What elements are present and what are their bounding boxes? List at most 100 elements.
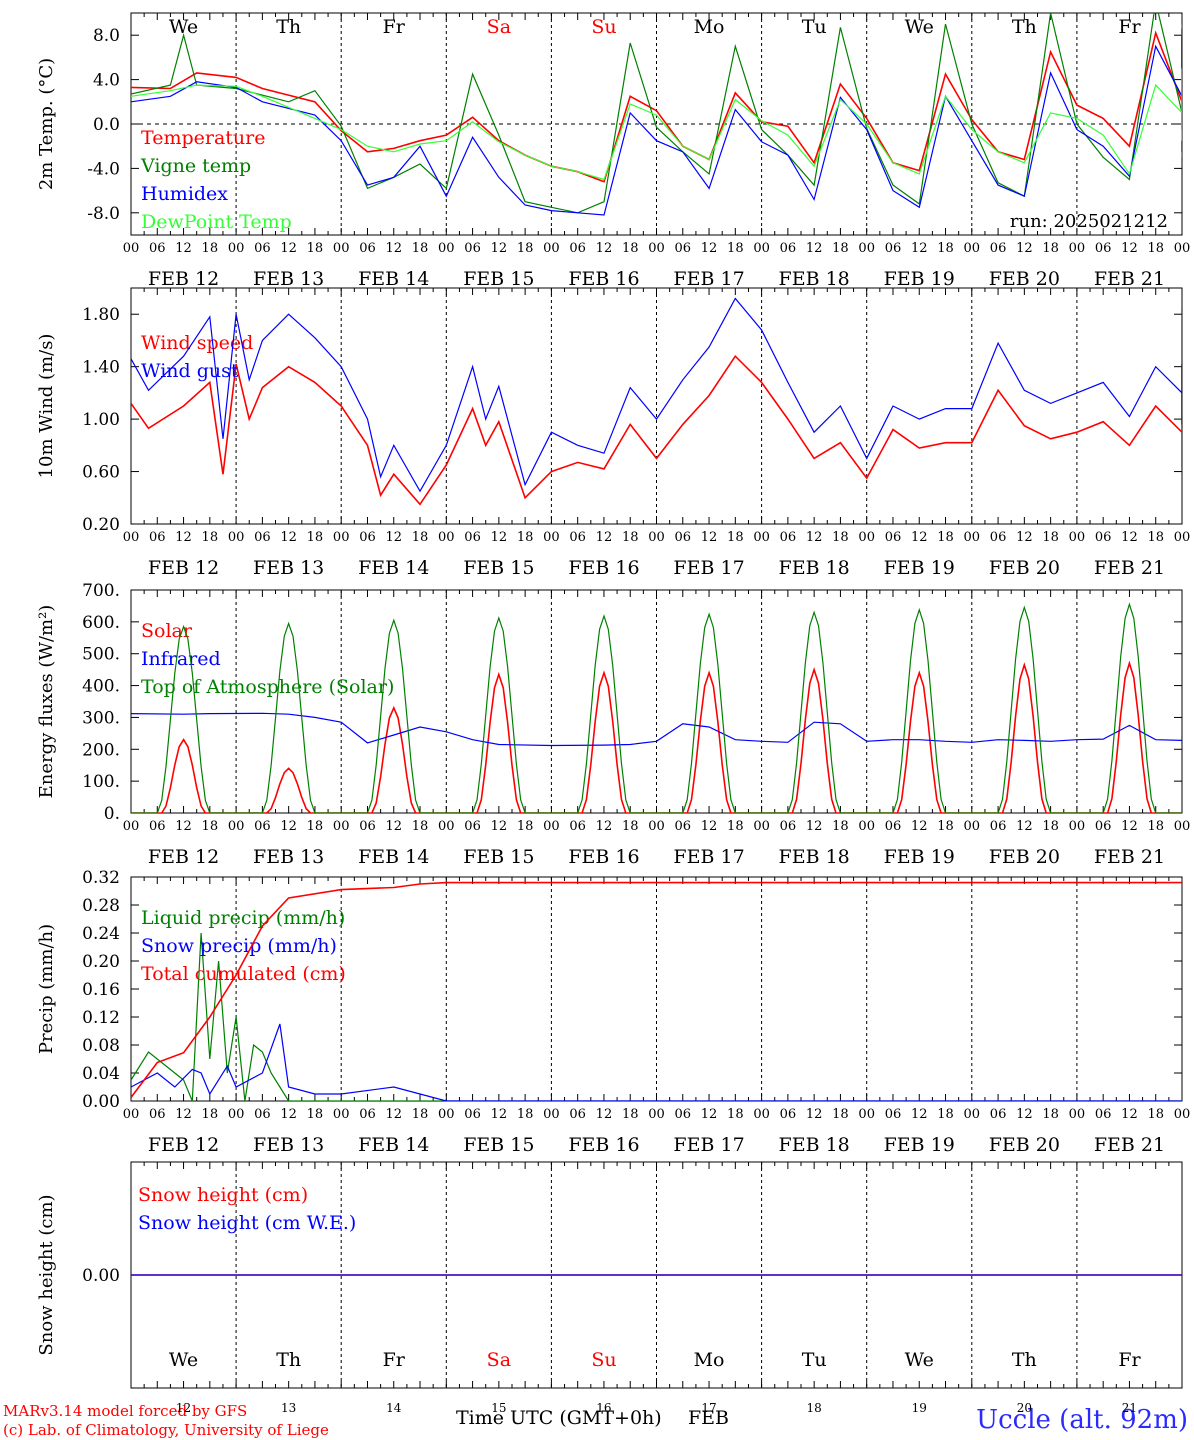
- hour-tick-label: 00: [438, 241, 455, 256]
- hour-tick-label: 00: [858, 530, 875, 545]
- day-name: Sa: [487, 16, 511, 38]
- hour-tick-label: 12: [911, 530, 928, 545]
- hour-tick-label: 00: [333, 1107, 350, 1122]
- date-label: FEB 12: [148, 557, 219, 579]
- hour-tick-label: 00: [648, 530, 665, 545]
- day-name: Su: [591, 16, 616, 38]
- hour-tick-label: 00: [1174, 1107, 1191, 1122]
- hour-tick-label: 00: [648, 819, 665, 834]
- y-tick-label: 0.: [104, 804, 120, 824]
- date-label: FEB 21: [1094, 846, 1165, 868]
- y-tick-label: 0.60: [82, 463, 120, 483]
- y-tick-label: 8.0: [93, 26, 120, 46]
- hour-tick-label: 06: [990, 819, 1007, 834]
- hour-tick-label: 12: [911, 1107, 928, 1122]
- legend-entry: Infrared: [141, 648, 221, 670]
- hour-tick-label: 18: [517, 1107, 534, 1122]
- hour-tick-label: 06: [149, 530, 166, 545]
- day-name: Tu: [802, 1349, 827, 1371]
- day-name: Su: [591, 1349, 616, 1371]
- hour-tick-label: 18: [1147, 241, 1164, 256]
- y-tick-label: 0.28: [82, 896, 120, 916]
- day-name: Fr: [383, 1349, 406, 1371]
- hour-tick-label: 12: [280, 819, 297, 834]
- panel-1: -8.0 -4.0 0.0 4.0 8.0 2m Temp. (°C) 00 06 12 18 FE…: [36, 2, 1190, 290]
- hour-tick-label: 00: [228, 530, 245, 545]
- hour-tick-label: 00: [438, 1107, 455, 1122]
- hour-tick-label: 00: [1069, 530, 1086, 545]
- hour-tick-label: 12: [911, 241, 928, 256]
- hour-tick-label: 00: [964, 1107, 981, 1122]
- hour-tick-label: 00: [543, 1107, 560, 1122]
- day-number: 13: [281, 1401, 296, 1415]
- hour-tick-label: 18: [622, 241, 639, 256]
- date-label: FEB 14: [358, 846, 429, 868]
- panel-2: 0.200.601.001.401.8010m Wind (m/s)00 06 12…: [36, 288, 1190, 579]
- legend-entry: Humidex: [141, 183, 228, 205]
- hour-tick-label: 18: [832, 819, 849, 834]
- hour-tick-label: 12: [701, 241, 718, 256]
- y-tick-label: 0.12: [82, 1008, 120, 1028]
- hour-tick-label: 12: [1121, 530, 1138, 545]
- hour-tick-label: 00: [753, 241, 770, 256]
- legend-entry: Liquid precip (mm/h): [141, 907, 345, 929]
- day-name: Fr: [1118, 16, 1141, 38]
- hour-tick-label: 18: [622, 819, 639, 834]
- date-label: FEB 18: [779, 846, 850, 868]
- date-label: FEB 19: [884, 557, 955, 579]
- day-name: We: [905, 16, 934, 38]
- hour-tick-label: 00: [1069, 1107, 1086, 1122]
- date-label: FEB 19: [884, 846, 955, 868]
- hour-tick-label: 18: [832, 1107, 849, 1122]
- day-number: 19: [912, 1401, 927, 1415]
- panel-3: 0.100.200.300.400.500.600.700.Energy flu…: [36, 581, 1190, 868]
- hour-tick-label: 00: [964, 819, 981, 834]
- hour-tick-label: 06: [780, 241, 797, 256]
- hour-tick-label: 00: [438, 819, 455, 834]
- day-name: Th: [276, 16, 301, 38]
- hour-tick-label: 00: [1174, 530, 1191, 545]
- hour-tick-label: 18: [622, 530, 639, 545]
- legend-entry: DewPoint Temp: [141, 211, 292, 233]
- hour-tick-label: 06: [885, 1107, 902, 1122]
- hour-tick-label: 18: [202, 819, 219, 834]
- day-name: We: [169, 1349, 198, 1371]
- date-label: FEB 16: [568, 1134, 639, 1156]
- y-tick-label: 0.08: [82, 1036, 120, 1056]
- hour-tick-label: 06: [359, 819, 376, 834]
- y-tick-label: 500.: [82, 645, 120, 665]
- date-label: FEB 14: [358, 557, 429, 579]
- date-label: FEB 14: [358, 1134, 429, 1156]
- hour-tick-label: 12: [175, 530, 192, 545]
- credit-line-1: MARv3.14 model forced by GFS: [3, 1402, 247, 1420]
- hour-tick-label: 18: [727, 1107, 744, 1122]
- hour-tick-label: 18: [412, 819, 429, 834]
- hour-tick-label: 00: [648, 241, 665, 256]
- series-line: [131, 604, 1182, 813]
- y-axis-label: Energy fluxes (W/m²): [36, 605, 57, 799]
- day-number: 14: [386, 1401, 402, 1415]
- legend-entry: Snow precip (mm/h): [141, 935, 337, 957]
- date-label: FEB 18: [779, 557, 850, 579]
- hour-tick-label: 12: [596, 1107, 613, 1122]
- hour-tick-label: 06: [990, 241, 1007, 256]
- hour-tick-label: 12: [806, 819, 823, 834]
- hour-tick-label: 00: [753, 530, 770, 545]
- date-label: FEB 17: [673, 557, 744, 579]
- hour-tick-label: 12: [385, 530, 402, 545]
- day-name: Th: [1012, 16, 1037, 38]
- y-tick-label: -4.0: [87, 159, 120, 179]
- hour-tick-label: 18: [622, 1107, 639, 1122]
- hour-tick-label: 12: [596, 241, 613, 256]
- hour-tick-label: 00: [1174, 241, 1191, 256]
- hour-tick-label: 06: [254, 241, 271, 256]
- hour-tick-label: 18: [307, 241, 324, 256]
- hour-tick-label: 06: [464, 1107, 481, 1122]
- hour-tick-label: 06: [149, 241, 166, 256]
- hour-tick-label: 18: [202, 530, 219, 545]
- hour-tick-label: 06: [675, 1107, 692, 1122]
- day-number: 20: [1017, 1401, 1032, 1415]
- hour-tick-label: 12: [911, 819, 928, 834]
- y-tick-label: 0.16: [82, 980, 120, 1000]
- y-tick-label: 4.0: [93, 71, 120, 91]
